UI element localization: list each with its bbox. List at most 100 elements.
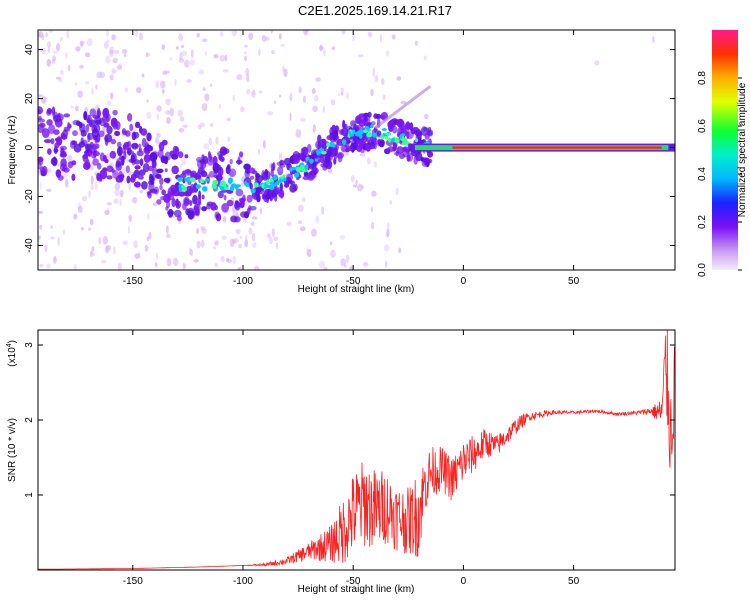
- spectral-core: [265, 179, 270, 185]
- spectral-speckle: [161, 88, 165, 94]
- spectral-blob: [42, 165, 48, 176]
- spectral-speckle: [198, 69, 205, 75]
- spectral-speckle: [215, 136, 219, 145]
- spectral-speckle: [244, 239, 249, 248]
- spectral-speckle: [240, 182, 245, 187]
- spectral-speckle: [197, 124, 202, 130]
- spectral-speckle: [199, 122, 205, 128]
- spectral-core: [229, 186, 235, 191]
- spectral-speckle: [141, 73, 145, 78]
- spectral-speckle: [374, 74, 379, 83]
- spectral-blob: [71, 173, 76, 181]
- spectral-speckle: [252, 242, 257, 248]
- spectral-blob: [321, 143, 327, 150]
- spectral-speckle: [322, 105, 325, 113]
- spectral-speckle: [86, 38, 93, 47]
- spectral-speckle: [382, 94, 386, 101]
- spectral-speckle: [156, 113, 159, 121]
- spectral-streak: [374, 85, 432, 130]
- spectral-speckle: [169, 107, 175, 117]
- spectral-speckle: [186, 79, 192, 83]
- spectral-blob: [163, 158, 168, 165]
- spectral-speckle: [384, 244, 390, 252]
- snr-y-axis-label: SNR (10 * v/v): [7, 418, 18, 482]
- spectral-speckle: [298, 86, 302, 94]
- spectral-speckle: [113, 49, 120, 55]
- spectral-blob: [83, 111, 88, 121]
- spectral-speckle: [134, 30, 138, 38]
- spectral-blob: [117, 146, 123, 157]
- spectral-blob: [311, 168, 317, 174]
- spectral-speckle: [70, 105, 74, 109]
- spectrogram-x-axis: -150 -100 -50 0 50: [123, 30, 580, 287]
- spectral-speckle: [147, 213, 150, 220]
- spectral-blob: [229, 158, 233, 165]
- spectral-speckle: [396, 76, 402, 81]
- spectral-speckle: [222, 216, 227, 223]
- spectral-core: [289, 167, 293, 172]
- spectral-core: [250, 188, 256, 194]
- spectral-blob: [278, 190, 285, 198]
- spectral-speckle: [182, 262, 185, 270]
- spectral-blob: [174, 146, 180, 157]
- spectral-blob: [177, 191, 186, 197]
- spectral-speckle: [181, 158, 187, 166]
- spectral-blob: [406, 131, 414, 140]
- spectrogram-x-axis-label: Height of straight line (km): [298, 284, 415, 295]
- spectral-speckle: [148, 231, 152, 240]
- spectral-speckle: [179, 116, 185, 122]
- spectral-speckle: [114, 183, 121, 191]
- spectral-blob: [151, 159, 157, 169]
- spectral-core: [341, 139, 347, 145]
- spectral-blob: [111, 168, 115, 174]
- spectral-blob: [317, 134, 322, 144]
- spectral-speckle: [46, 168, 52, 174]
- spectral-speckle: [219, 31, 224, 37]
- spectral-speckle: [48, 30, 54, 33]
- spectral-blob: [131, 142, 139, 150]
- spectral-speckle: [152, 202, 157, 206]
- spectral-speckle: [90, 184, 95, 191]
- spectrogram-heatmap: [38, 30, 675, 270]
- spectral-core: [314, 158, 319, 162]
- spectral-blob: [158, 148, 164, 159]
- spectral-speckle: [209, 123, 214, 127]
- spectral-core: [202, 186, 208, 192]
- spectral-speckle: [341, 30, 346, 35]
- spectral-blob: [266, 188, 270, 197]
- spectral-core: [349, 133, 355, 137]
- snr-y-multiplier: (x104): [6, 340, 18, 367]
- spectral-speckle: [226, 117, 232, 122]
- spectral-blob: [85, 123, 90, 133]
- spectral-core: [220, 180, 226, 186]
- spectral-speckle: [105, 245, 109, 254]
- spectral-speckle: [106, 202, 113, 206]
- spectral-speckle: [286, 221, 292, 226]
- spectral-speckle: [385, 260, 388, 269]
- spectral-blob: [51, 106, 56, 116]
- spectral-blob: [422, 139, 426, 144]
- spectral-speckle: [283, 68, 288, 78]
- spectral-speckle: [89, 218, 94, 226]
- snr-panel: -150 -100 -50 0 50 1 2 3 Height of straight li…: [6, 329, 676, 595]
- spectral-speckle: [370, 88, 374, 97]
- spectral-blob: [146, 132, 152, 142]
- spectral-blob: [114, 131, 119, 136]
- spectral-speckle: [423, 55, 427, 61]
- spectral-speckle: [121, 49, 128, 54]
- spectral-speckle: [90, 175, 94, 185]
- spectral-blob: [46, 119, 53, 126]
- spectral-blob: [249, 175, 255, 180]
- spectral-speckle: [253, 265, 260, 270]
- spectral-blob: [289, 180, 295, 186]
- spectral-core: [184, 177, 189, 182]
- spectral-blob: [373, 141, 378, 150]
- spectral-blob: [149, 188, 158, 194]
- spectral-speckle: [179, 51, 183, 61]
- spectral-speckle: [40, 47, 47, 54]
- colorbar-tick-label: 0.6: [697, 119, 708, 133]
- spectral-speckle: [273, 236, 279, 242]
- spectral-speckle: [319, 46, 324, 50]
- spectral-speckle: [62, 229, 65, 235]
- spectral-blob: [356, 145, 363, 152]
